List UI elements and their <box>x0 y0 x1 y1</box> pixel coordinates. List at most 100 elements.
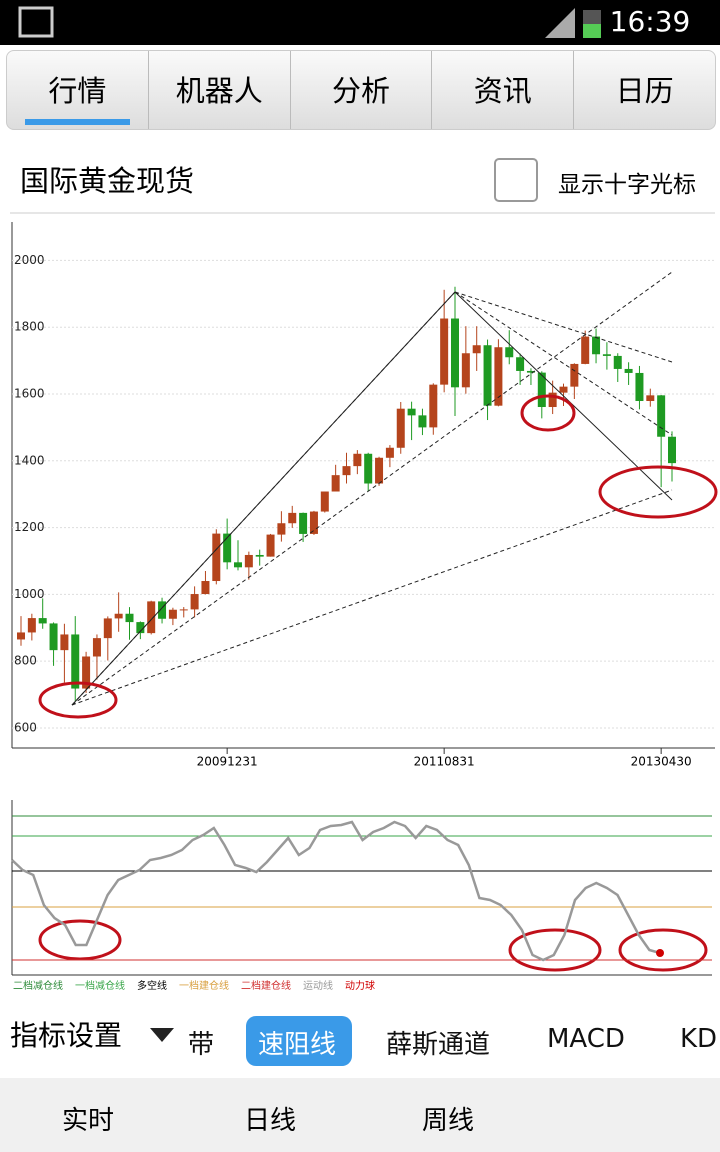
indicator-label: 指标设置 <box>10 1019 123 1052</box>
x-tick-label: 20091231 <box>197 755 258 769</box>
legend-entry: 动力球 <box>345 979 375 992</box>
candle-body <box>668 436 676 464</box>
candle-body <box>440 318 449 385</box>
legend-entry: 一档建仓线 <box>179 979 229 992</box>
candle-body <box>27 618 36 633</box>
tab[interactable]: 机器人 <box>149 51 291 129</box>
candle-body <box>277 523 286 535</box>
status-icons: 16:39 <box>18 5 691 38</box>
tab-bar: 行情 机器人 分析 资讯 日历 <box>6 50 716 130</box>
x-tick-label: 20110831 <box>414 755 475 769</box>
candle-body <box>60 634 69 651</box>
tab[interactable]: 资讯 <box>432 51 575 129</box>
candle-body <box>559 386 568 393</box>
y-tick-label: 1400 <box>14 453 45 467</box>
candle-body <box>385 447 394 458</box>
candle-body <box>103 618 112 639</box>
candle-body <box>461 353 470 388</box>
tab[interactable]: 行情 <box>7 51 149 129</box>
indicator-option[interactable]: 薛斯通道 <box>386 1030 491 1060</box>
candle-body <box>592 336 601 355</box>
y-tick-label: 600 <box>14 720 37 734</box>
candle-body <box>244 554 253 568</box>
candle-body <box>364 453 373 484</box>
legend-entry: 运动线 <box>303 979 333 992</box>
x-tick-label: 20130430 <box>631 755 692 769</box>
candle-body <box>38 618 47 624</box>
candle-body <box>223 533 232 563</box>
candle-body <box>17 632 25 640</box>
power-ball <box>656 949 664 957</box>
candle-body <box>494 347 503 406</box>
candle-body <box>581 336 590 364</box>
candle-body <box>92 638 101 657</box>
legend-entry: 一档减仓线 <box>75 979 125 992</box>
tab[interactable]: 分析 <box>291 51 433 129</box>
candle-body <box>613 355 622 369</box>
bottom-tab[interactable]: 日线 <box>244 1106 297 1136</box>
candle-body <box>342 466 351 476</box>
candle-body <box>190 594 199 610</box>
candle-body <box>331 475 340 492</box>
candle-body <box>71 634 80 689</box>
candle-body <box>483 345 492 406</box>
candle-body <box>429 384 438 428</box>
candle-body <box>212 533 221 582</box>
candle-body <box>201 581 210 595</box>
candle-body <box>320 491 329 512</box>
legend-entry: 多空线 <box>137 979 167 992</box>
candle-body <box>472 345 481 354</box>
candle-body <box>49 623 58 651</box>
y-tick-label: 2000 <box>14 253 45 267</box>
status-bar: 16:39 <box>0 0 720 45</box>
candle-body <box>375 457 384 484</box>
page-title: 国际黄金现货 <box>20 164 195 198</box>
candle-body <box>309 511 318 534</box>
indicator-line <box>11 820 661 962</box>
candle-body <box>505 347 514 358</box>
candle-body <box>168 609 177 619</box>
bottom-tab[interactable]: 周线 <box>422 1106 475 1136</box>
candle-body <box>147 601 156 634</box>
y-tick-label: 1000 <box>14 587 45 601</box>
candle-body <box>635 372 644 402</box>
candle-body <box>407 408 416 416</box>
candle-body <box>537 372 546 408</box>
time: 16:39 <box>610 5 691 38</box>
candle-body <box>136 622 145 634</box>
indicator-option[interactable]: MACD <box>547 1024 625 1054</box>
candle-body <box>451 318 459 388</box>
tab-underline <box>25 119 130 125</box>
candle-body <box>299 512 308 534</box>
candle-body <box>158 601 167 619</box>
candle-body <box>624 368 633 373</box>
candle-body <box>570 363 579 387</box>
tab[interactable]: 日历 <box>615 74 674 108</box>
y-tick-label: 1800 <box>14 320 45 334</box>
candle-body <box>266 534 275 557</box>
candle-body <box>418 415 427 428</box>
y-tick-label: 1200 <box>14 520 45 534</box>
indicator-option[interactable]: 速阻线 <box>258 1030 337 1060</box>
y-tick-label: 800 <box>14 654 37 668</box>
candle-body <box>125 613 134 623</box>
y-tick-label: 1600 <box>14 386 45 400</box>
legend-entry: 二档建仓线 <box>241 979 291 992</box>
candle-body <box>548 392 557 408</box>
candle-body <box>516 357 525 371</box>
legend-entry: 二档减仓线 <box>13 979 63 992</box>
candle-body <box>179 609 188 611</box>
candle-body <box>82 656 91 689</box>
bottom-tab[interactable]: 实时 <box>62 1106 115 1136</box>
candle-body <box>114 613 123 619</box>
candle-body <box>602 354 611 356</box>
checkbox-label: 显示十字光标 <box>558 172 696 198</box>
candle-body <box>657 395 666 437</box>
indicator-option[interactable]: 带 <box>188 1030 215 1060</box>
checkbox[interactable] <box>494 158 538 202</box>
candle-body <box>526 370 535 373</box>
indicator-option[interactable]: KD <box>680 1024 718 1054</box>
candle-body <box>646 395 655 402</box>
